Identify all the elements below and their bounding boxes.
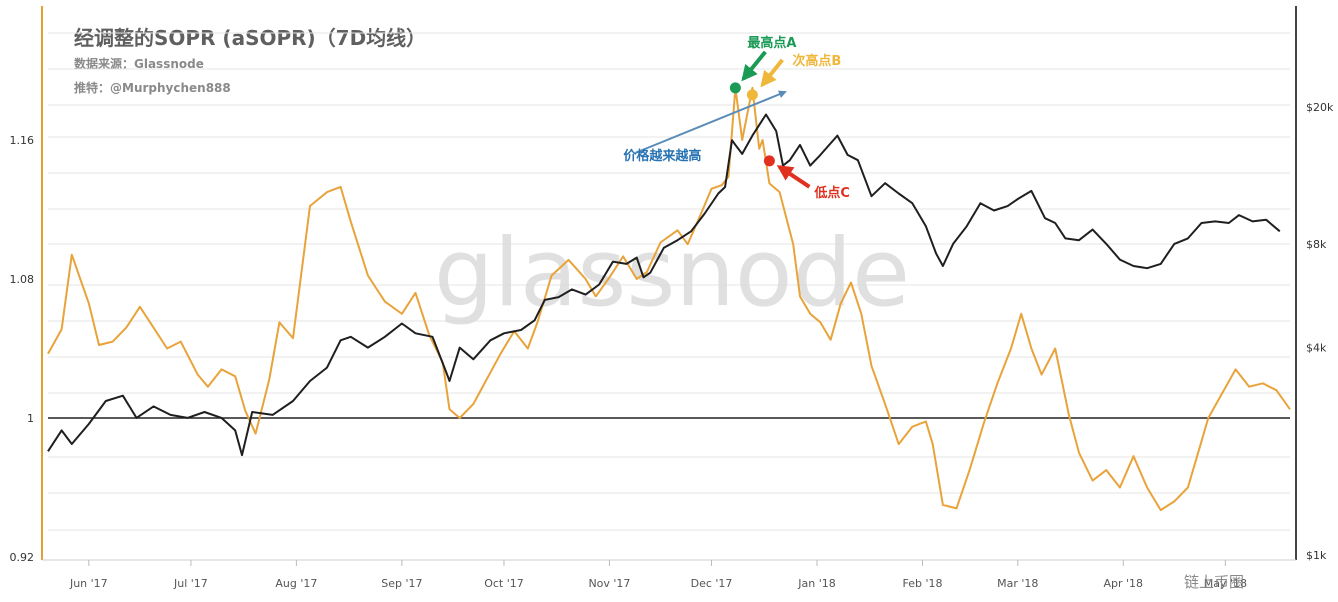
peak-a-arrow	[741, 50, 767, 82]
y-right-tick-label: $8k	[1306, 238, 1327, 251]
y-right-tick-label: $20k	[1306, 101, 1334, 114]
chart-title: 经调整的SOPR (aSOPR)（7D均线）	[74, 26, 427, 50]
x-tick-label: Jan '18	[797, 577, 835, 590]
low-c-marker	[763, 155, 775, 167]
author-credit: 推特：@Murphychen888	[74, 81, 231, 95]
x-tick-label: Mar '18	[997, 577, 1038, 590]
y-right-tick-label: $1k	[1306, 549, 1327, 562]
trend-label: 价格越来越高	[623, 148, 701, 164]
peak-b-label: 次高点B	[792, 53, 841, 69]
x-tick-label: Jul '17	[173, 577, 208, 590]
y-left-tick-label: 1	[27, 412, 34, 425]
low-c-label: 低点C	[813, 185, 850, 201]
asopr-line	[47, 86, 1291, 512]
peak-a-marker	[729, 82, 741, 94]
low-c-arrow	[776, 165, 811, 189]
peak-b-marker	[746, 89, 758, 101]
y-left-tick-label: 0.92	[10, 551, 35, 564]
x-tick-label: Feb '18	[903, 577, 943, 590]
trend-arrow	[634, 90, 787, 154]
x-tick-label: Apr '18	[1103, 577, 1143, 590]
price-line	[47, 113, 1281, 457]
x-tick-label: Dec '17	[691, 577, 733, 590]
y-right-tick-label: $4k	[1306, 342, 1327, 355]
x-tick-label: May '18	[1204, 577, 1247, 590]
x-tick-label: Aug '17	[275, 577, 317, 590]
glassnode-watermark: glassnode	[434, 219, 910, 328]
peak-b-arrow	[760, 58, 784, 88]
y-left-tick-label: 1.08	[10, 273, 35, 286]
x-tick-label: Oct '17	[484, 577, 524, 590]
peak-a-label: 最高点A	[747, 35, 796, 51]
x-tick-label: Jun '17	[69, 577, 108, 590]
y-left-tick-label: 1.16	[10, 134, 35, 147]
x-tick-label: Nov '17	[588, 577, 630, 590]
x-tick-label: Sep '17	[381, 577, 422, 590]
corner-watermark: 链上币圈	[1184, 573, 1245, 591]
data-source: 数据来源：Glassnode	[74, 57, 204, 71]
